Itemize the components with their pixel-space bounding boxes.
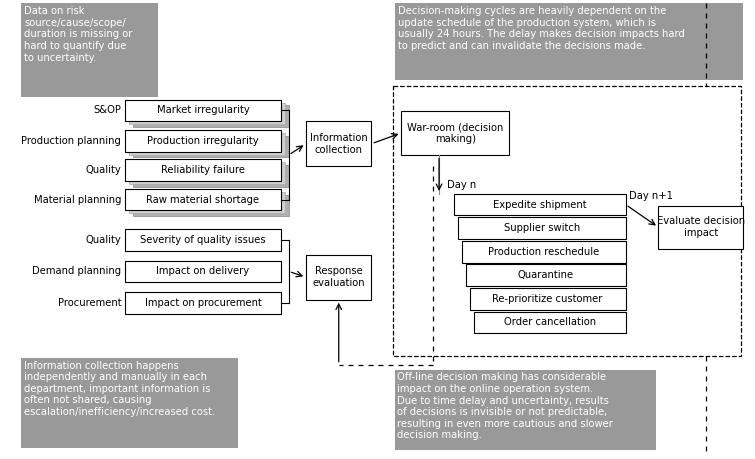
Bar bbox=[470, 288, 626, 310]
Bar bbox=[133, 195, 288, 216]
Text: Market irregularity: Market irregularity bbox=[156, 106, 249, 115]
Bar bbox=[129, 192, 285, 213]
Bar bbox=[125, 189, 281, 211]
Bar bbox=[133, 106, 288, 127]
Text: Material planning: Material planning bbox=[34, 195, 121, 205]
Text: Response
evaluation: Response evaluation bbox=[313, 266, 365, 288]
Bar bbox=[129, 162, 285, 184]
Bar bbox=[466, 264, 626, 286]
Bar bbox=[455, 194, 626, 215]
Text: Order cancellation: Order cancellation bbox=[504, 318, 596, 327]
Text: Impact on procurement: Impact on procurement bbox=[144, 298, 261, 308]
Bar bbox=[125, 292, 281, 313]
Text: Quarantine: Quarantine bbox=[518, 270, 574, 280]
Text: Data on risk
source/cause/scope/
duration is missing or
hard to quantify due
to : Data on risk source/cause/scope/ duratio… bbox=[24, 6, 132, 63]
Text: Demand planning: Demand planning bbox=[32, 266, 121, 276]
Text: Re-prioritize customer: Re-prioritize customer bbox=[492, 294, 602, 304]
Text: Day n: Day n bbox=[447, 180, 476, 190]
Bar bbox=[133, 136, 288, 157]
Text: Off-line decision making has considerable
impact on the online operation system.: Off-line decision making has considerabl… bbox=[397, 372, 613, 441]
Text: Information collection happens
independently and manually in each
department, im: Information collection happens independe… bbox=[24, 361, 215, 417]
Bar bbox=[21, 3, 158, 96]
Text: Expedite shipment: Expedite shipment bbox=[493, 200, 587, 210]
Bar bbox=[458, 218, 626, 239]
Bar bbox=[125, 130, 281, 151]
Text: S&OP: S&OP bbox=[94, 106, 121, 115]
Bar bbox=[125, 100, 281, 121]
Bar bbox=[125, 261, 281, 282]
Text: Information
collection: Information collection bbox=[310, 133, 368, 155]
Text: Severity of quality issues: Severity of quality issues bbox=[140, 235, 266, 245]
Bar bbox=[306, 121, 371, 166]
Bar bbox=[125, 159, 281, 181]
Bar bbox=[21, 358, 238, 448]
Bar bbox=[395, 3, 743, 80]
Text: Production reschedule: Production reschedule bbox=[488, 247, 599, 257]
Text: War-room (decision
making): War-room (decision making) bbox=[407, 122, 504, 144]
Text: Decision-making cycles are heavily dependent on the
update schedule of the produ: Decision-making cycles are heavily depen… bbox=[399, 6, 686, 51]
Text: Production planning: Production planning bbox=[21, 136, 121, 146]
Text: Quality: Quality bbox=[85, 165, 121, 175]
Bar bbox=[125, 229, 281, 251]
Bar bbox=[306, 255, 371, 300]
Text: Procurement: Procurement bbox=[57, 298, 121, 308]
Bar bbox=[133, 165, 288, 187]
Text: Reliability failure: Reliability failure bbox=[161, 165, 245, 175]
Bar bbox=[129, 133, 285, 155]
Bar bbox=[393, 86, 741, 356]
Text: Evaluate decision
impact: Evaluate decision impact bbox=[657, 216, 744, 238]
Bar bbox=[395, 369, 656, 450]
Text: Supplier switch: Supplier switch bbox=[504, 223, 580, 233]
Bar bbox=[658, 206, 743, 249]
Text: Impact on delivery: Impact on delivery bbox=[156, 266, 250, 276]
Bar bbox=[402, 112, 509, 155]
Text: Day n+1: Day n+1 bbox=[630, 190, 673, 201]
Bar bbox=[462, 241, 626, 263]
Text: Production irregularity: Production irregularity bbox=[147, 136, 259, 146]
Text: Raw material shortage: Raw material shortage bbox=[146, 195, 260, 205]
Text: Quality: Quality bbox=[85, 235, 121, 245]
Bar bbox=[129, 102, 285, 124]
Bar bbox=[473, 312, 626, 333]
